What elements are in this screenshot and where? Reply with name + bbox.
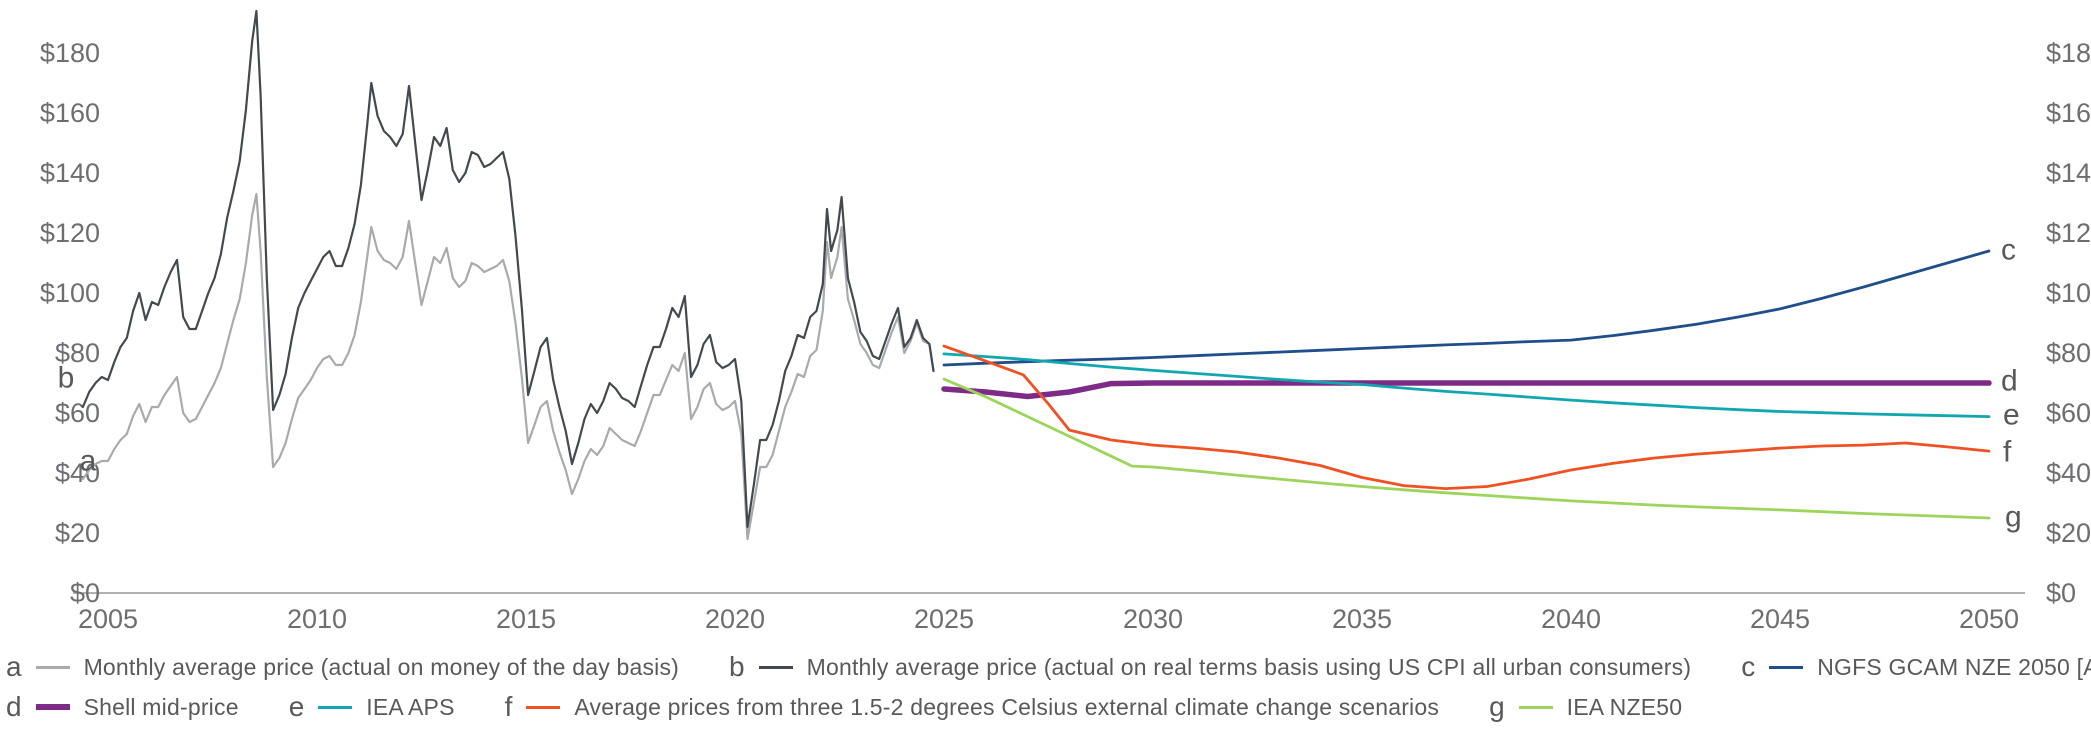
legend-item-d: d Shell mid-price xyxy=(6,691,239,723)
x-tick-label-2030: 2030 xyxy=(1123,604,1183,634)
series-line-f xyxy=(942,344,1991,490)
legend-label-b: Monthly average price (actual on real te… xyxy=(806,653,1692,680)
legend-row-2: d Shell mid-price e IEA APS f Average pr… xyxy=(0,687,2091,727)
y-tick-left-80: $80 xyxy=(55,338,100,368)
legend-item-g: g IEA NZE50 xyxy=(1489,691,1682,723)
y-tick-left-180: $180 xyxy=(40,38,100,68)
x-tick-label-2010: 2010 xyxy=(287,604,347,634)
series-letter-d: d xyxy=(2001,365,2018,398)
series-letter-b: b xyxy=(58,362,75,395)
legend-item-b: b Monthly average price (actual on real … xyxy=(729,651,1691,683)
chart-svg: 2005 2010 2015 2020 2025 2030 2035 2040 2045 2050… xyxy=(40,9,2091,634)
y-tick-left-60: $60 xyxy=(55,398,100,428)
legend-swatch-d xyxy=(35,704,70,710)
series-line-g xyxy=(942,377,1991,520)
series-letter-a: a xyxy=(80,445,97,478)
x-tick-label-2035: 2035 xyxy=(1332,604,1392,634)
series-letter-g: g xyxy=(2005,501,2022,534)
legend-item-c: c NGFS GCAM NZE 2050 [A] xyxy=(1741,651,2091,683)
y-tick-left-40: $40 xyxy=(55,458,100,488)
legend-label-a: Monthly average price (actual on money o… xyxy=(83,653,680,680)
x-tick-label-2020: 2020 xyxy=(705,604,765,634)
y-tick-right-0: $0 xyxy=(2046,578,2076,608)
y-tick-right-160: $160 xyxy=(2046,98,2091,128)
legend-letter-e: e xyxy=(288,691,305,722)
legend-letter-a: a xyxy=(6,651,22,682)
y-tick-left-20: $20 xyxy=(55,518,100,548)
series-letter-f: f xyxy=(2003,436,2012,469)
y-tick-right-40: $40 xyxy=(2046,458,2091,488)
legend-label-g: IEA NZE50 xyxy=(1566,693,1683,720)
y-tick-right-80: $80 xyxy=(2046,338,2091,368)
y-tick-left-0: $0 xyxy=(70,578,100,608)
y-tick-right-120: $120 xyxy=(2046,218,2091,248)
legend-letter-d: d xyxy=(6,691,22,722)
series-line-c xyxy=(942,249,1991,367)
x-tick-label-2015: 2015 xyxy=(496,604,556,634)
legend-swatch-b xyxy=(758,665,793,669)
x-axis: 2005 2010 2015 2020 2025 2030 2035 2040 2045 2050 xyxy=(73,592,2025,634)
legend-item-a: a Monthly average price (actual on money… xyxy=(6,651,679,683)
legend-letter-c: c xyxy=(1741,651,1756,682)
x-tick-label-2005: 2005 xyxy=(78,604,138,634)
y-tick-left-100: $100 xyxy=(40,278,100,308)
series-letter-c: c xyxy=(2001,234,2016,267)
legend-row-1: a Monthly average price (actual on money… xyxy=(0,647,2091,687)
legend-letter-f: f xyxy=(504,691,513,722)
legend-letter-g: g xyxy=(1489,691,1505,722)
series-lines xyxy=(81,9,1992,541)
x-tick-label-2045: 2045 xyxy=(1750,604,1810,634)
x-tick-label-2050: 2050 xyxy=(1959,604,2019,634)
series-letter-e: e xyxy=(2003,399,2020,432)
series-line-a xyxy=(81,192,935,541)
x-tick-label-2025: 2025 xyxy=(914,604,974,634)
legend-swatch-f xyxy=(526,705,561,709)
series-line-e xyxy=(942,352,1991,418)
legend-swatch-e xyxy=(318,705,353,709)
y-tick-right-180: $180 xyxy=(2046,38,2091,68)
legend-swatch-g xyxy=(1518,705,1553,709)
y-tick-right-100: $100 xyxy=(2046,278,2091,308)
series-line-d xyxy=(941,380,1992,400)
y-tick-left-120: $120 xyxy=(40,218,100,248)
legend-label-f: Average prices from three 1.5-2 degrees … xyxy=(574,693,1440,720)
legend-letter-b: b xyxy=(729,651,745,682)
legend-label-d: Shell mid-price xyxy=(83,693,239,720)
y-axis-labels: $0 $0 $20 $20 $40 $40 $60 $60 $80 $80 $100 $100 $120… xyxy=(40,38,2091,608)
legend-label-c: NGFS GCAM NZE 2050 [A] xyxy=(1817,653,2091,680)
y-tick-left-160: $160 xyxy=(40,98,100,128)
legend-swatch-c xyxy=(1769,665,1804,669)
legend-label-e: IEA APS xyxy=(366,693,455,720)
y-tick-right-140: $140 xyxy=(2046,158,2091,188)
legend-item-e: e IEA APS xyxy=(289,691,455,723)
legend-item-f: f Average prices from three 1.5-2 degree… xyxy=(505,691,1439,723)
x-tick-label-2040: 2040 xyxy=(1541,604,1601,634)
series-line-b xyxy=(81,9,935,529)
y-tick-left-140: $140 xyxy=(40,158,100,188)
y-tick-right-60: $60 xyxy=(2046,398,2091,428)
chart-legend: a Monthly average price (actual on money… xyxy=(0,647,2091,727)
legend-swatch-a xyxy=(35,665,70,669)
y-tick-right-20: $20 xyxy=(2046,518,2091,548)
